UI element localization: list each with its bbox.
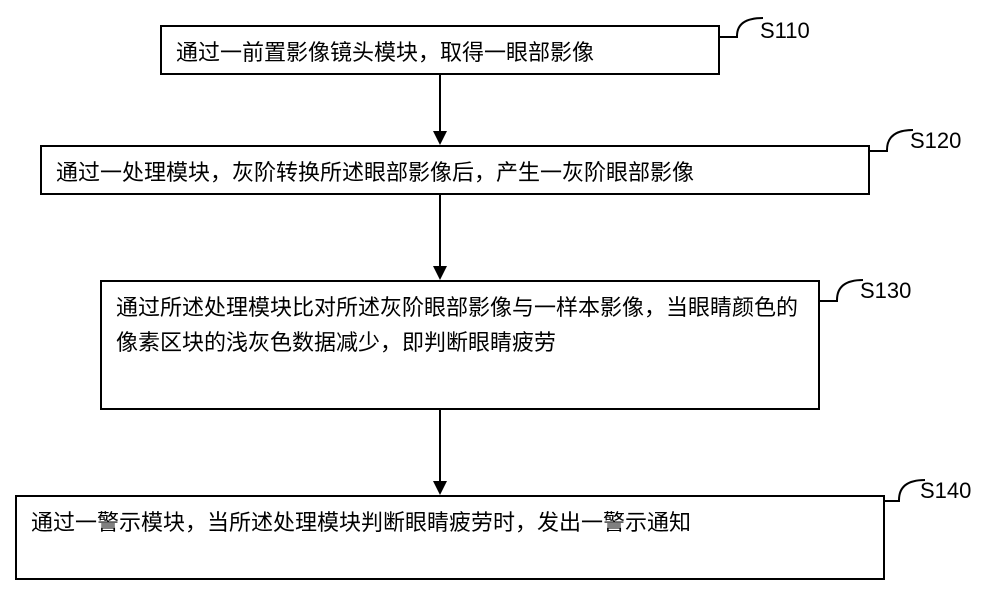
flow-label-s110: S110 — [760, 18, 810, 44]
flow-node-s110: 通过一前置影像镜头模块，取得一眼部影像 — [160, 25, 720, 75]
arrow-s110-s120 — [433, 131, 447, 145]
flow-label-s120: S120 — [910, 128, 961, 154]
flow-node-s110-text: 通过一前置影像镜头模块，取得一眼部影像 — [176, 40, 594, 65]
flow-node-s140-text: 通过一警示模块，当所述处理模块判断眼睛疲劳时，发出一警示通知 — [31, 510, 691, 535]
flow-label-s140: S140 — [920, 478, 971, 504]
flow-node-s120-text: 通过一处理模块，灰阶转换所述眼部影像后，产生一灰阶眼部影像 — [56, 160, 694, 185]
flowchart-canvas: 通过一前置影像镜头模块，取得一眼部影像 S110 通过一处理模块，灰阶转换所述眼… — [0, 0, 1000, 607]
edge-s130-s140 — [439, 410, 441, 481]
arrow-s120-s130 — [433, 266, 447, 280]
flow-node-s140: 通过一警示模块，当所述处理模块判断眼睛疲劳时，发出一警示通知 — [15, 495, 885, 580]
flow-label-s130: S130 — [860, 278, 911, 304]
arrow-s130-s140 — [433, 481, 447, 495]
edge-s110-s120 — [439, 75, 441, 131]
flow-node-s130-text: 通过所述处理模块比对所述灰阶眼部影像与一样本影像，当眼睛颜色的像素区块的浅灰色数… — [116, 295, 798, 355]
flow-node-s120: 通过一处理模块，灰阶转换所述眼部影像后，产生一灰阶眼部影像 — [40, 145, 870, 195]
flow-node-s130: 通过所述处理模块比对所述灰阶眼部影像与一样本影像，当眼睛颜色的像素区块的浅灰色数… — [100, 280, 820, 410]
edge-s120-s130 — [439, 195, 441, 266]
